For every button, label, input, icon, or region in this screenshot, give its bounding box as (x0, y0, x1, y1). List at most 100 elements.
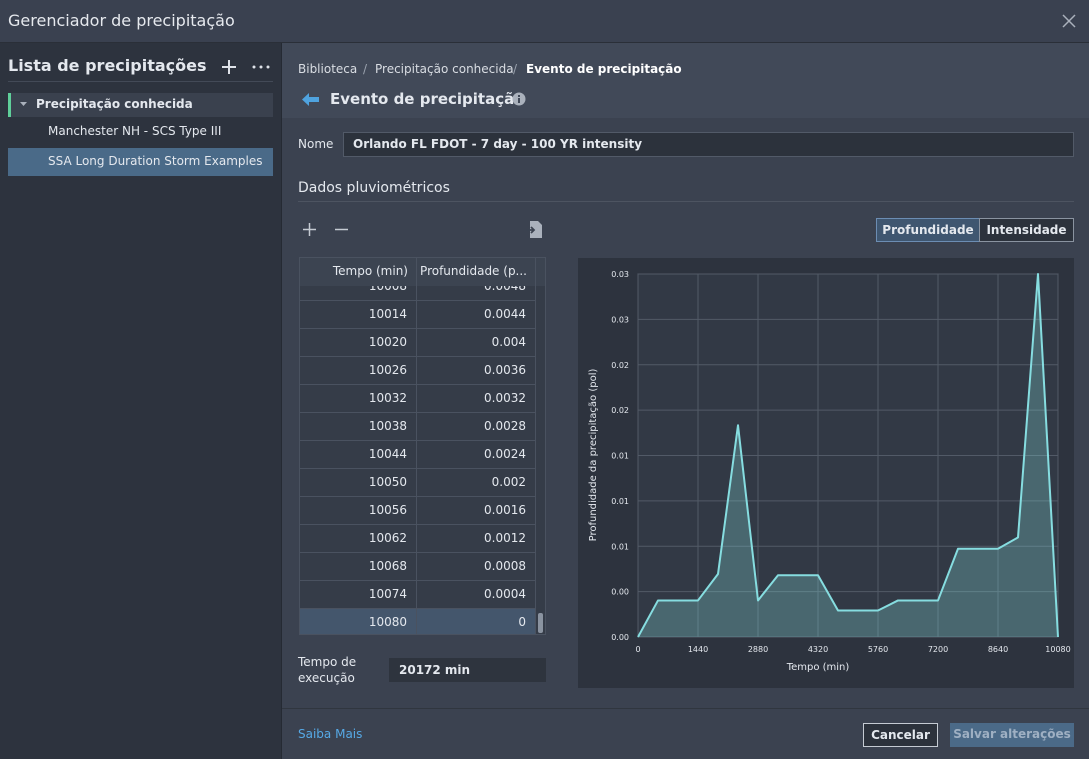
y-tick-label: 0.01 (611, 452, 629, 461)
table-cell[interactable]: 10050 (300, 469, 417, 496)
y-tick-label: 0.02 (611, 361, 629, 370)
sidebar-title: Lista de precipitações (8, 56, 207, 75)
page-title: Evento de precipitação (330, 90, 525, 108)
table-cell[interactable]: 10074 (300, 581, 417, 608)
y-tick-label: 0.03 (611, 270, 629, 279)
name-label: Nome (298, 137, 334, 151)
more-button[interactable] (252, 65, 270, 69)
x-tick-label: 2880 (748, 645, 768, 654)
table-row[interactable]: 10014 0.0044 (300, 301, 536, 329)
table-row[interactable]: 10008 0.0048 (300, 286, 536, 301)
divider (282, 708, 1089, 709)
table-cell[interactable]: 10020 (300, 329, 417, 356)
x-tick-label: 1440 (688, 645, 708, 654)
group-label: Precipitação conhecida (36, 97, 193, 111)
run-time-value: 20172 min (389, 658, 546, 682)
tree-item[interactable]: Manchester NH - SCS Type III (48, 124, 222, 138)
table-body: 10008 0.0048 10014 0.0044 10020 0.004 10026 0.0… (300, 286, 545, 634)
run-time-label: Tempo de execução (298, 655, 357, 685)
y-tick-label: 0.00 (611, 633, 629, 642)
table-cell[interactable]: 0.0048 (417, 286, 536, 300)
table-cell[interactable]: 10062 (300, 525, 417, 552)
cancel-button[interactable]: Cancelar (863, 723, 938, 747)
x-tick-label: 8640 (988, 645, 1008, 654)
separator: / (513, 62, 518, 76)
table-cell[interactable]: 10068 (300, 553, 417, 580)
breadcrumb: Evento de precipitação (526, 62, 682, 76)
divider (8, 81, 273, 82)
y-tick-label: 0.03 (611, 315, 629, 324)
sidebar: Lista de precipitações Precipitação conh… (0, 43, 282, 759)
table-row[interactable]: 10080 0 (300, 609, 536, 634)
table-cell[interactable]: 0.002 (417, 469, 536, 496)
table-cell[interactable]: 0 (417, 609, 536, 634)
save-button[interactable]: Salvar alterações (950, 723, 1074, 747)
table-cell[interactable]: 10056 (300, 497, 417, 524)
table-row[interactable]: 10038 0.0028 (300, 413, 536, 441)
section-title: Dados pluviométricos (298, 180, 450, 196)
close-button[interactable] (1062, 14, 1076, 28)
remove-row-button[interactable] (335, 223, 348, 236)
expand-icon (20, 102, 27, 106)
x-tick-label: 10080 (1045, 645, 1070, 654)
table-row[interactable]: 10020 0.004 (300, 329, 536, 357)
import-button[interactable] (526, 221, 542, 238)
tree-group[interactable]: Precipitação conhecida (8, 93, 273, 117)
learn-more-link[interactable]: Saiba Mais (298, 727, 363, 741)
y-tick-label: 0.01 (611, 542, 629, 551)
table-cell[interactable]: 10080 (300, 609, 417, 634)
table-cell[interactable]: 0.0008 (417, 553, 536, 580)
table-row[interactable]: 10062 0.0012 (300, 525, 536, 553)
table-cell[interactable]: 10032 (300, 385, 417, 412)
divider (298, 201, 1074, 202)
add-row-button[interactable] (303, 223, 316, 236)
table-cell[interactable]: 0.0012 (417, 525, 536, 552)
table-cell[interactable]: 10008 (300, 286, 417, 300)
add-button[interactable] (222, 60, 236, 74)
x-tick-label: 0 (635, 645, 640, 654)
header-filler (536, 258, 545, 286)
column-header[interactable]: Profundidade (p... (417, 258, 536, 286)
scrollbar[interactable] (538, 613, 543, 633)
table-cell[interactable]: 10038 (300, 413, 417, 440)
x-tick-label: 7200 (928, 645, 948, 654)
table-cell[interactable]: 0.0044 (417, 301, 536, 328)
table-row[interactable]: 10032 0.0032 (300, 385, 536, 413)
table-cell[interactable]: 0.0028 (417, 413, 536, 440)
toggle-depth[interactable]: Profundidade (876, 218, 980, 242)
table-row[interactable]: 10074 0.0004 (300, 581, 536, 609)
y-tick-label: 0.00 (611, 588, 629, 597)
table-cell[interactable]: 10014 (300, 301, 417, 328)
table-row[interactable]: 10026 0.0036 (300, 357, 536, 385)
header: Biblioteca / Precipitação conhecida / Ev… (282, 43, 1089, 118)
y-tick-label: 0.02 (611, 406, 629, 415)
table-row[interactable]: 10056 0.0016 (300, 497, 536, 525)
table-cell[interactable]: 10026 (300, 357, 417, 384)
table-cell[interactable]: 0.0016 (417, 497, 536, 524)
back-button[interactable] (302, 93, 319, 106)
table-row[interactable]: 10044 0.0024 (300, 441, 536, 469)
table-cell[interactable]: 0.0032 (417, 385, 536, 412)
toggle-intensity[interactable]: Intensidade (979, 218, 1074, 242)
table-cell[interactable]: 10044 (300, 441, 417, 468)
breadcrumb[interactable]: Precipitação conhecida (375, 62, 514, 76)
table-row[interactable]: 10050 0.002 (300, 469, 536, 497)
x-axis-label: Tempo (min) (786, 662, 850, 673)
title-bar: Gerenciador de precipitação (0, 0, 1089, 43)
x-tick-label: 5760 (868, 645, 888, 654)
info-icon[interactable] (512, 92, 526, 106)
table-cell[interactable]: 0.0024 (417, 441, 536, 468)
x-tick-label: 4320 (808, 645, 828, 654)
breadcrumb[interactable]: Biblioteca (298, 62, 358, 76)
y-tick-label: 0.01 (611, 497, 629, 506)
name-input[interactable]: Orlando FL FDOT - 7 day - 100 YR intensi… (343, 132, 1074, 157)
column-header[interactable]: Tempo (min) (300, 258, 417, 286)
table-cell[interactable]: 0.0036 (417, 357, 536, 384)
table-row[interactable]: 10068 0.0008 (300, 553, 536, 581)
tree-item[interactable]: SSA Long Duration Storm Examples (8, 148, 273, 176)
table-cell[interactable]: 0.004 (417, 329, 536, 356)
table-cell[interactable]: 0.0004 (417, 581, 536, 608)
separator: / (363, 62, 368, 76)
data-table: 10008 0.0048 10014 0.0044 10020 0.004 10026 0.0… (299, 257, 546, 635)
